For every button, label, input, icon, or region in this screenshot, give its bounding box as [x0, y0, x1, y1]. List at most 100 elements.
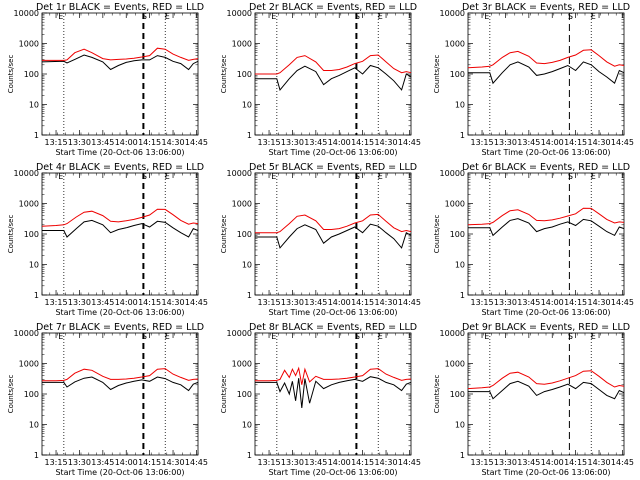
- marker-label: S: [568, 12, 573, 21]
- y-axis-label: Counts/sec: [7, 55, 15, 94]
- x-tick-label: 14:30: [588, 458, 611, 467]
- x-tick-label: 13:15: [471, 458, 494, 467]
- x-tick-label: 14:30: [162, 138, 185, 147]
- x-axis-label: Start Time (20-Oct-06 13:06:00): [55, 468, 184, 477]
- plot-frame: [467, 172, 625, 296]
- y-tick-label: 10: [455, 421, 465, 430]
- x-tick-label: 13:30: [68, 458, 91, 467]
- y-tick-label: 100: [237, 230, 252, 239]
- chart-panel: Det 7r BLACK = Events, RED = LLD 1 10 100 10…: [7, 322, 208, 477]
- plot-frame: [254, 12, 412, 136]
- x-tick-label: 13:15: [471, 298, 494, 307]
- y-tick-label: 1000: [19, 40, 39, 49]
- x-tick-label: 13:45: [517, 298, 540, 307]
- marker-label: E: [484, 332, 489, 341]
- chart-panel: Det 8r BLACK = Events, RED = LLD 1 10 100 10…: [220, 322, 421, 477]
- marker-label: E: [484, 12, 489, 21]
- x-tick-label: 13:15: [258, 458, 281, 467]
- chart-panel: Det 9r BLACK = Events, RED = LLD 1 10 100 10…: [433, 322, 634, 477]
- x-tick-label: 14:00: [328, 298, 351, 307]
- marker-label: E: [378, 12, 383, 21]
- panel-title: Det 8r BLACK = Events, RED = LLD: [249, 322, 417, 333]
- y-tick-label: 10: [455, 261, 465, 270]
- x-tick-label: 13:45: [91, 298, 114, 307]
- events-series-line: [468, 380, 625, 400]
- x-tick-label: 14:30: [375, 458, 398, 467]
- y-tick-label: 10000: [14, 9, 39, 18]
- x-tick-label: 14:30: [375, 298, 398, 307]
- lld-series-line: [255, 366, 412, 385]
- marker-label: E: [271, 12, 276, 21]
- x-axis-label: Start Time (20-Oct-06 13:06:00): [268, 148, 397, 157]
- x-tick-label: 14:15: [138, 298, 161, 307]
- x-tick-label: 14:00: [541, 138, 564, 147]
- x-tick-label: 13:45: [517, 138, 540, 147]
- marker-label: E: [591, 332, 596, 341]
- lld-series-line: [467, 49, 625, 69]
- y-tick-label: 10: [29, 261, 39, 270]
- marker-label: S: [355, 12, 360, 21]
- x-tick-label: 14:45: [398, 458, 421, 467]
- lld-series-line: [41, 208, 199, 227]
- y-tick-label: 1: [460, 451, 465, 460]
- x-tick-label: 13:15: [258, 298, 281, 307]
- y-tick-label: 1: [460, 131, 465, 140]
- plot-frame: [41, 332, 199, 456]
- marker-label: E: [165, 332, 170, 341]
- events-series-line: [468, 61, 625, 85]
- y-axis-label: Counts/sec: [433, 375, 441, 414]
- x-tick-label: 14:15: [564, 138, 587, 147]
- x-tick-label: 13:30: [281, 138, 304, 147]
- y-axis-label: Counts/sec: [220, 375, 228, 414]
- y-tick-label: 10000: [440, 9, 465, 18]
- y-tick-label: 1: [247, 451, 252, 460]
- y-tick-label: 100: [237, 70, 252, 79]
- x-tick-label: 13:45: [304, 458, 327, 467]
- marker-label: E: [165, 172, 170, 181]
- x-tick-label: 14:00: [115, 298, 138, 307]
- y-tick-label: 100: [450, 70, 465, 79]
- x-tick-label: 14:00: [541, 298, 564, 307]
- y-tick-label: 1: [247, 131, 252, 140]
- y-tick-label: 100: [24, 70, 39, 79]
- x-tick-label: 14:15: [138, 458, 161, 467]
- x-tick-label: 13:30: [494, 458, 517, 467]
- x-tick-label: 13:30: [68, 298, 91, 307]
- panel-title: Det 7r BLACK = Events, RED = LLD: [36, 322, 204, 333]
- y-tick-label: 100: [24, 230, 39, 239]
- events-series-line: [42, 219, 199, 238]
- x-tick-label: 14:45: [185, 298, 208, 307]
- x-axis-label: Start Time (20-Oct-06 13:06:00): [481, 148, 610, 157]
- events-series-line: [468, 218, 625, 237]
- y-tick-label: 10: [455, 101, 465, 110]
- x-tick-label: 14:00: [541, 458, 564, 467]
- y-tick-label: 1000: [445, 40, 465, 49]
- x-tick-label: 14:00: [328, 458, 351, 467]
- y-axis-label: Counts/sec: [433, 55, 441, 94]
- marker-label: E: [58, 172, 63, 181]
- lld-series-line: [42, 368, 199, 382]
- x-tick-label: 13:15: [45, 138, 68, 147]
- x-tick-label: 13:45: [304, 138, 327, 147]
- x-tick-label: 13:15: [45, 298, 68, 307]
- marker-label: E: [484, 172, 489, 181]
- x-tick-label: 14:45: [185, 458, 208, 467]
- x-tick-label: 14:30: [588, 138, 611, 147]
- x-tick-label: 13:30: [281, 298, 304, 307]
- x-tick-label: 13:45: [304, 298, 327, 307]
- marker-label: S: [142, 332, 147, 341]
- chart-panel: Det 6r BLACK = Events, RED = LLD 1 10 100 10…: [433, 162, 634, 317]
- lld-series-line: [42, 47, 199, 61]
- events-series-line: [42, 376, 199, 392]
- y-tick-label: 1: [34, 451, 39, 460]
- panel-title: Det 9r BLACK = Events, RED = LLD: [462, 322, 630, 333]
- x-tick-label: 14:15: [351, 458, 374, 467]
- x-tick-label: 13:15: [258, 138, 281, 147]
- x-tick-label: 14:30: [162, 458, 185, 467]
- x-tick-label: 13:30: [281, 458, 304, 467]
- marker-label: E: [58, 12, 63, 21]
- marker-label: S: [568, 172, 573, 181]
- x-axis-label: Start Time (20-Oct-06 13:06:00): [55, 148, 184, 157]
- y-tick-label: 100: [450, 230, 465, 239]
- marker-label: E: [271, 332, 276, 341]
